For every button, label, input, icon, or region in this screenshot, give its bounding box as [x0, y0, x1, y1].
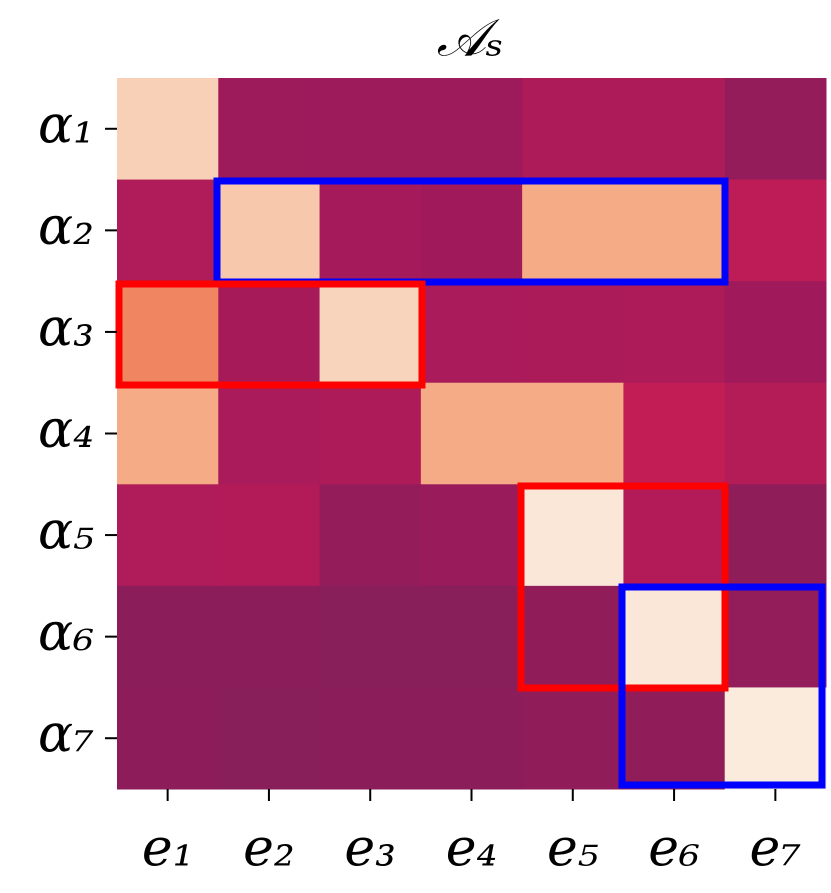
heatmap-cell [218, 585, 321, 688]
y-tick-label: α₅ [38, 502, 94, 562]
y-tick-label: α₂ [38, 197, 94, 257]
heatmap-cell [117, 179, 219, 282]
heatmap-cell [117, 78, 219, 181]
heatmap-cell [724, 484, 827, 587]
heatmap-cell [724, 382, 827, 485]
heatmap-cell [319, 484, 422, 587]
heatmap-cell [522, 382, 624, 485]
heatmap-cell [319, 687, 422, 790]
heatmap-cell [623, 179, 726, 282]
heatmap-cell [623, 585, 726, 688]
heatmap [117, 78, 827, 790]
heatmap-cell [117, 382, 219, 485]
heatmap-cell [218, 382, 321, 485]
highlight-box [115, 280, 426, 389]
highlight-boxes [115, 177, 826, 789]
y-tick-label: α₁ [38, 95, 94, 155]
heatmap-cell [623, 687, 726, 790]
heatmap-cell [218, 687, 321, 790]
heatmap-cell [117, 484, 219, 587]
heatmap-cell [522, 585, 624, 688]
heatmap-cell [319, 585, 422, 688]
heatmap-cell [117, 687, 219, 790]
heatmap-cell [117, 585, 219, 688]
heatmap-cell [522, 484, 624, 587]
heatmap-cell [218, 179, 321, 282]
y-tick-label: α₆ [38, 603, 94, 663]
heatmap-cell [522, 687, 624, 790]
heatmap-cell [319, 179, 422, 282]
heatmap-cell [623, 78, 726, 181]
heatmap-cell [522, 179, 624, 282]
heatmap-cell [724, 179, 827, 282]
heatmap-cell [319, 382, 422, 485]
heatmap-cell [522, 78, 624, 181]
heatmap-cell [420, 78, 523, 181]
heatmap-cell [218, 484, 321, 587]
x-tick-label: e₅ [547, 819, 599, 879]
heatmap-cell [724, 687, 827, 790]
y-tick-label: α₄ [38, 400, 94, 460]
highlight-box [213, 177, 729, 286]
highlight-box [618, 583, 826, 789]
x-tick-label: e₂ [243, 819, 295, 879]
heatmap-cell [420, 382, 523, 485]
x-tick-label: e₃ [344, 819, 396, 879]
y-tick-label: α₇ [38, 705, 94, 765]
x-tick-label: e₆ [648, 819, 700, 879]
heatmap-cell [724, 281, 827, 384]
heatmap-cell [117, 281, 219, 384]
heatmap-cell [420, 484, 523, 587]
heatmap-cell [623, 382, 726, 485]
x-tick-label: e₇ [750, 819, 802, 879]
heatmap-cell [218, 281, 321, 384]
heatmap-cell [420, 687, 523, 790]
heatmap-cell [319, 78, 422, 181]
x-tick-label: e₄ [446, 819, 498, 879]
heatmap-cell [522, 281, 624, 384]
heatmap-cell [420, 281, 523, 384]
heatmap-cell [319, 281, 422, 384]
heatmap-cell [420, 585, 523, 688]
y-tick-label: α₃ [38, 298, 94, 358]
heatmap-cell [623, 484, 726, 587]
heatmap-cell [623, 281, 726, 384]
chart-title: 𝒜ₛ [437, 9, 504, 69]
x-tick-label: e₁ [142, 819, 194, 879]
heatmap-cell [218, 78, 321, 181]
heatmap-cell [420, 179, 523, 282]
heatmap-cell [724, 585, 827, 688]
heatmap-cell [724, 78, 827, 181]
